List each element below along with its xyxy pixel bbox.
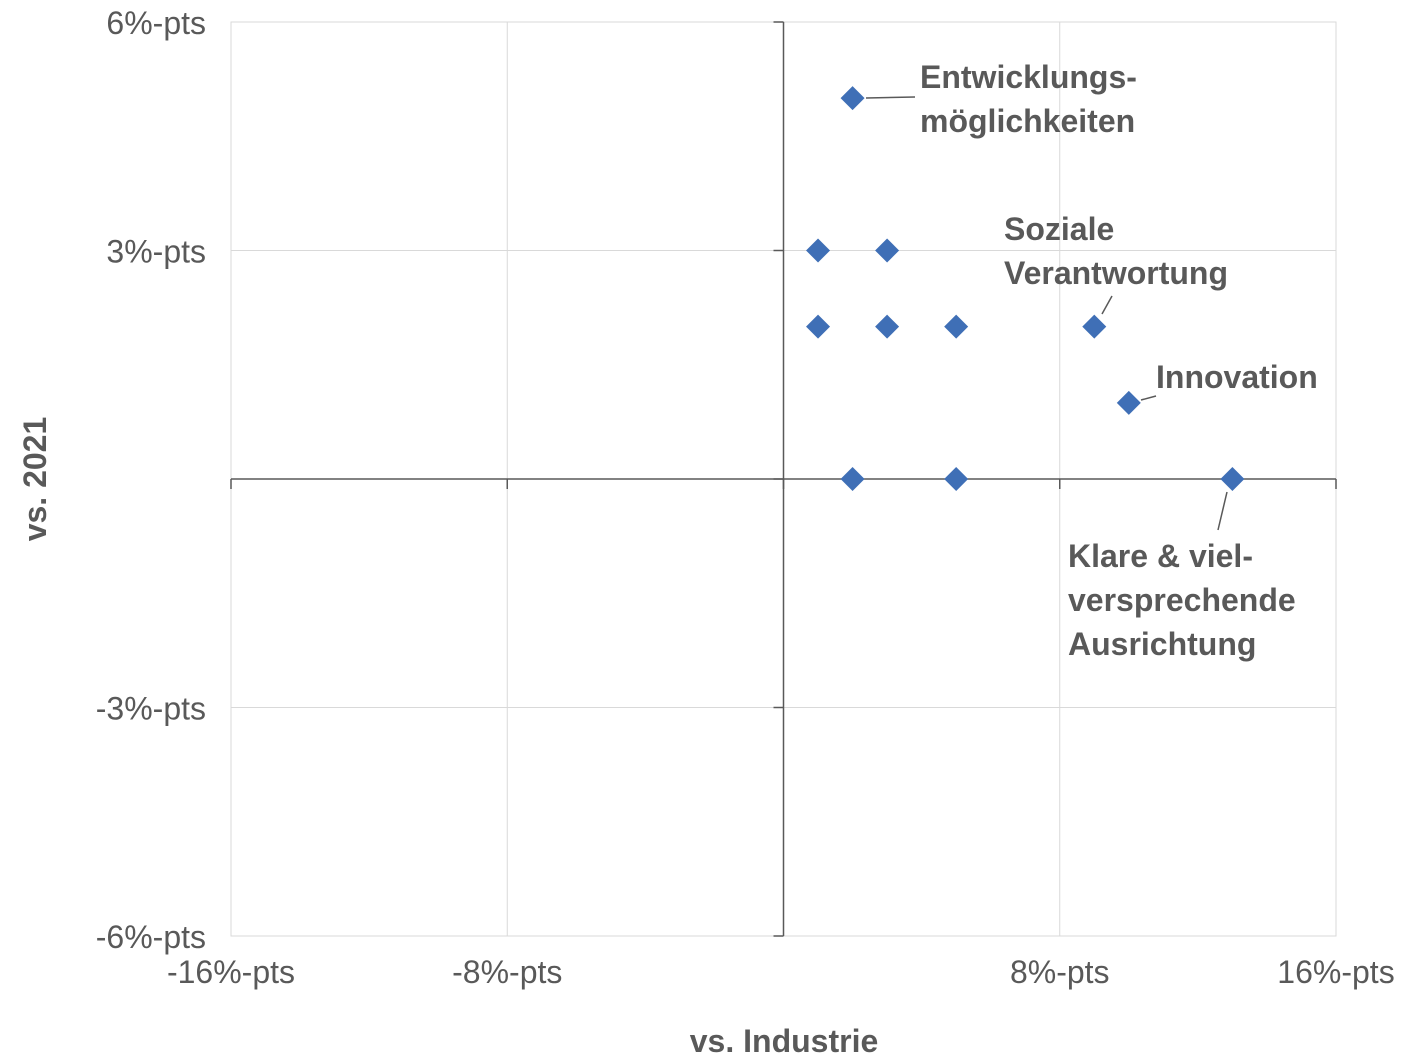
data-point (875, 314, 900, 339)
annotation-label: Innovation (1156, 359, 1318, 395)
data-point (944, 314, 969, 339)
data-point (1220, 467, 1245, 491)
y-tick-label: 6%-pts (106, 5, 206, 41)
annotation-line: Entwicklungs- (920, 59, 1137, 95)
x-tick-label: -16%-pts (167, 954, 295, 990)
axes (230, 21, 1337, 937)
annotation-line: möglichkeiten (920, 103, 1135, 139)
y-tick-label: 3%-pts (106, 234, 206, 270)
data-point (806, 238, 831, 263)
annotation-line: versprechende (1068, 582, 1296, 618)
data-points (806, 86, 1245, 491)
x-tick-label: 8%-pts (1010, 954, 1110, 990)
annotations: Entwicklungs-möglichkeiten Soziale Verantw… (920, 59, 1318, 662)
data-point (875, 238, 900, 263)
annotation-leader (1140, 395, 1157, 401)
x-axis-title: vs. Industrie (690, 1023, 879, 1057)
x-tick-label: 16%-pts (1277, 954, 1394, 990)
annotation-leader (1217, 491, 1228, 531)
annotation-line: Verantwortung (1004, 255, 1228, 291)
tick-labels: -16%-pts -8%-pts 8%-pts 16%-pts 6%-pts 3%-pts… (96, 5, 1395, 990)
annotation-leader (865, 96, 916, 99)
data-point (1082, 314, 1107, 339)
data-point (840, 86, 865, 111)
annotation-label: Klare & viel-versprechende Ausrichtung (1068, 538, 1296, 662)
y-tick-label: -6%-pts (96, 919, 206, 955)
annotation-label: Soziale Verantwortung (1004, 211, 1228, 291)
data-point (840, 467, 865, 491)
annotation-label: Entwicklungs-möglichkeiten (920, 59, 1137, 139)
data-point (806, 314, 831, 339)
y-axis-title: vs. 2021 (17, 417, 53, 542)
annotation-line: Innovation (1156, 359, 1318, 395)
annotation-line: Soziale (1004, 211, 1114, 247)
annotation-line: Ausrichtung (1068, 626, 1256, 662)
y-tick-label: -3%-pts (96, 691, 206, 727)
data-point (1116, 390, 1141, 415)
annotation-line: Klare & viel- (1068, 538, 1253, 574)
annotation-leaders (865, 96, 1228, 531)
x-tick-label: -8%-pts (452, 954, 562, 990)
annotation-leader (1101, 295, 1113, 315)
data-point (944, 467, 969, 491)
